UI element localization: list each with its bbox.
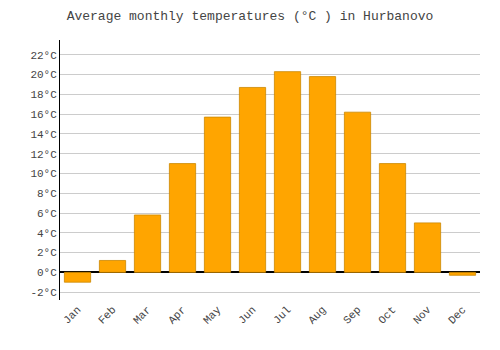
svg-text:Oct: Oct (376, 304, 398, 326)
svg-text:14°C: 14°C (30, 129, 57, 141)
svg-text:22°C: 22°C (30, 50, 57, 62)
svg-text:8°C: 8°C (37, 188, 57, 200)
svg-text:Jun: Jun (236, 304, 258, 326)
svg-text:2°C: 2°C (37, 247, 57, 259)
svg-text:Jul: Jul (271, 304, 293, 326)
svg-text:10°C: 10°C (30, 168, 57, 180)
svg-text:Nov: Nov (411, 304, 434, 327)
svg-text:20°C: 20°C (30, 69, 57, 81)
svg-text:Sep: Sep (341, 304, 363, 326)
svg-text:Dec: Dec (446, 304, 468, 326)
svg-text:Jan: Jan (61, 304, 83, 326)
svg-text:12°C: 12°C (30, 149, 57, 161)
svg-text:-2°C: -2°C (30, 287, 57, 299)
svg-text:Average monthly temperatures (: Average monthly temperatures (°C ) in Hu… (67, 9, 434, 24)
svg-text:0°C: 0°C (37, 267, 57, 279)
svg-text:4°C: 4°C (37, 228, 57, 240)
svg-text:May: May (201, 304, 224, 327)
svg-text:16°C: 16°C (30, 109, 57, 121)
svg-text:Feb: Feb (96, 304, 118, 326)
svg-text:Mar: Mar (131, 304, 153, 326)
svg-text:18°C: 18°C (30, 89, 57, 101)
svg-text:Aug: Aug (306, 304, 328, 326)
svg-text:6°C: 6°C (37, 208, 57, 220)
svg-text:Apr: Apr (166, 304, 188, 326)
